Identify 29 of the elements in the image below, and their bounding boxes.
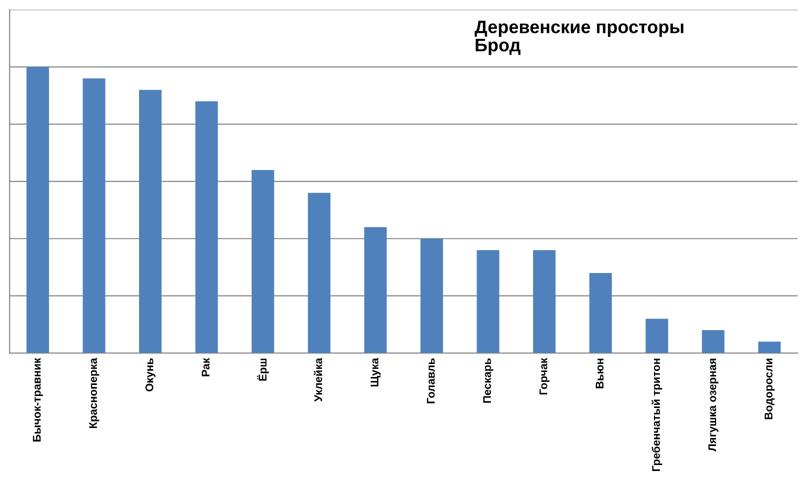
bar [308, 192, 330, 354]
x-tick-label: Окунь [145, 358, 156, 392]
bar [646, 318, 668, 354]
bar [702, 330, 724, 354]
x-tick-label: Гребенчатый тритон [652, 358, 662, 471]
bar [589, 272, 612, 354]
x-tick-label: Горчак [540, 358, 550, 394]
bar [195, 101, 218, 354]
bar [139, 90, 162, 354]
x-tick-label: Рак [202, 358, 210, 376]
chart-title: Деревенские просторы Брод [474, 20, 684, 56]
bar [82, 78, 106, 354]
x-tick-label: Пескарь [483, 358, 494, 403]
x-tick-label: Красноперка [89, 358, 100, 428]
x-tick-label: Водоросли [764, 358, 775, 420]
x-tick-label: Ёрш [256, 358, 269, 381]
bar [26, 66, 49, 354]
bar [476, 250, 500, 354]
bar [252, 170, 274, 354]
x-tick-label: Вьюн [596, 358, 604, 388]
x-tick-label: Уклейка [314, 358, 322, 402]
bar [420, 238, 443, 354]
x-tick-label: Лягушка озерная [708, 358, 718, 452]
bar [758, 342, 781, 354]
bar [364, 227, 387, 354]
x-tick-label: Голавль [426, 358, 435, 404]
bar [533, 250, 556, 354]
x-tick-label: Бычок-травник [32, 358, 43, 442]
x-tick-label: Щука [370, 358, 381, 386]
